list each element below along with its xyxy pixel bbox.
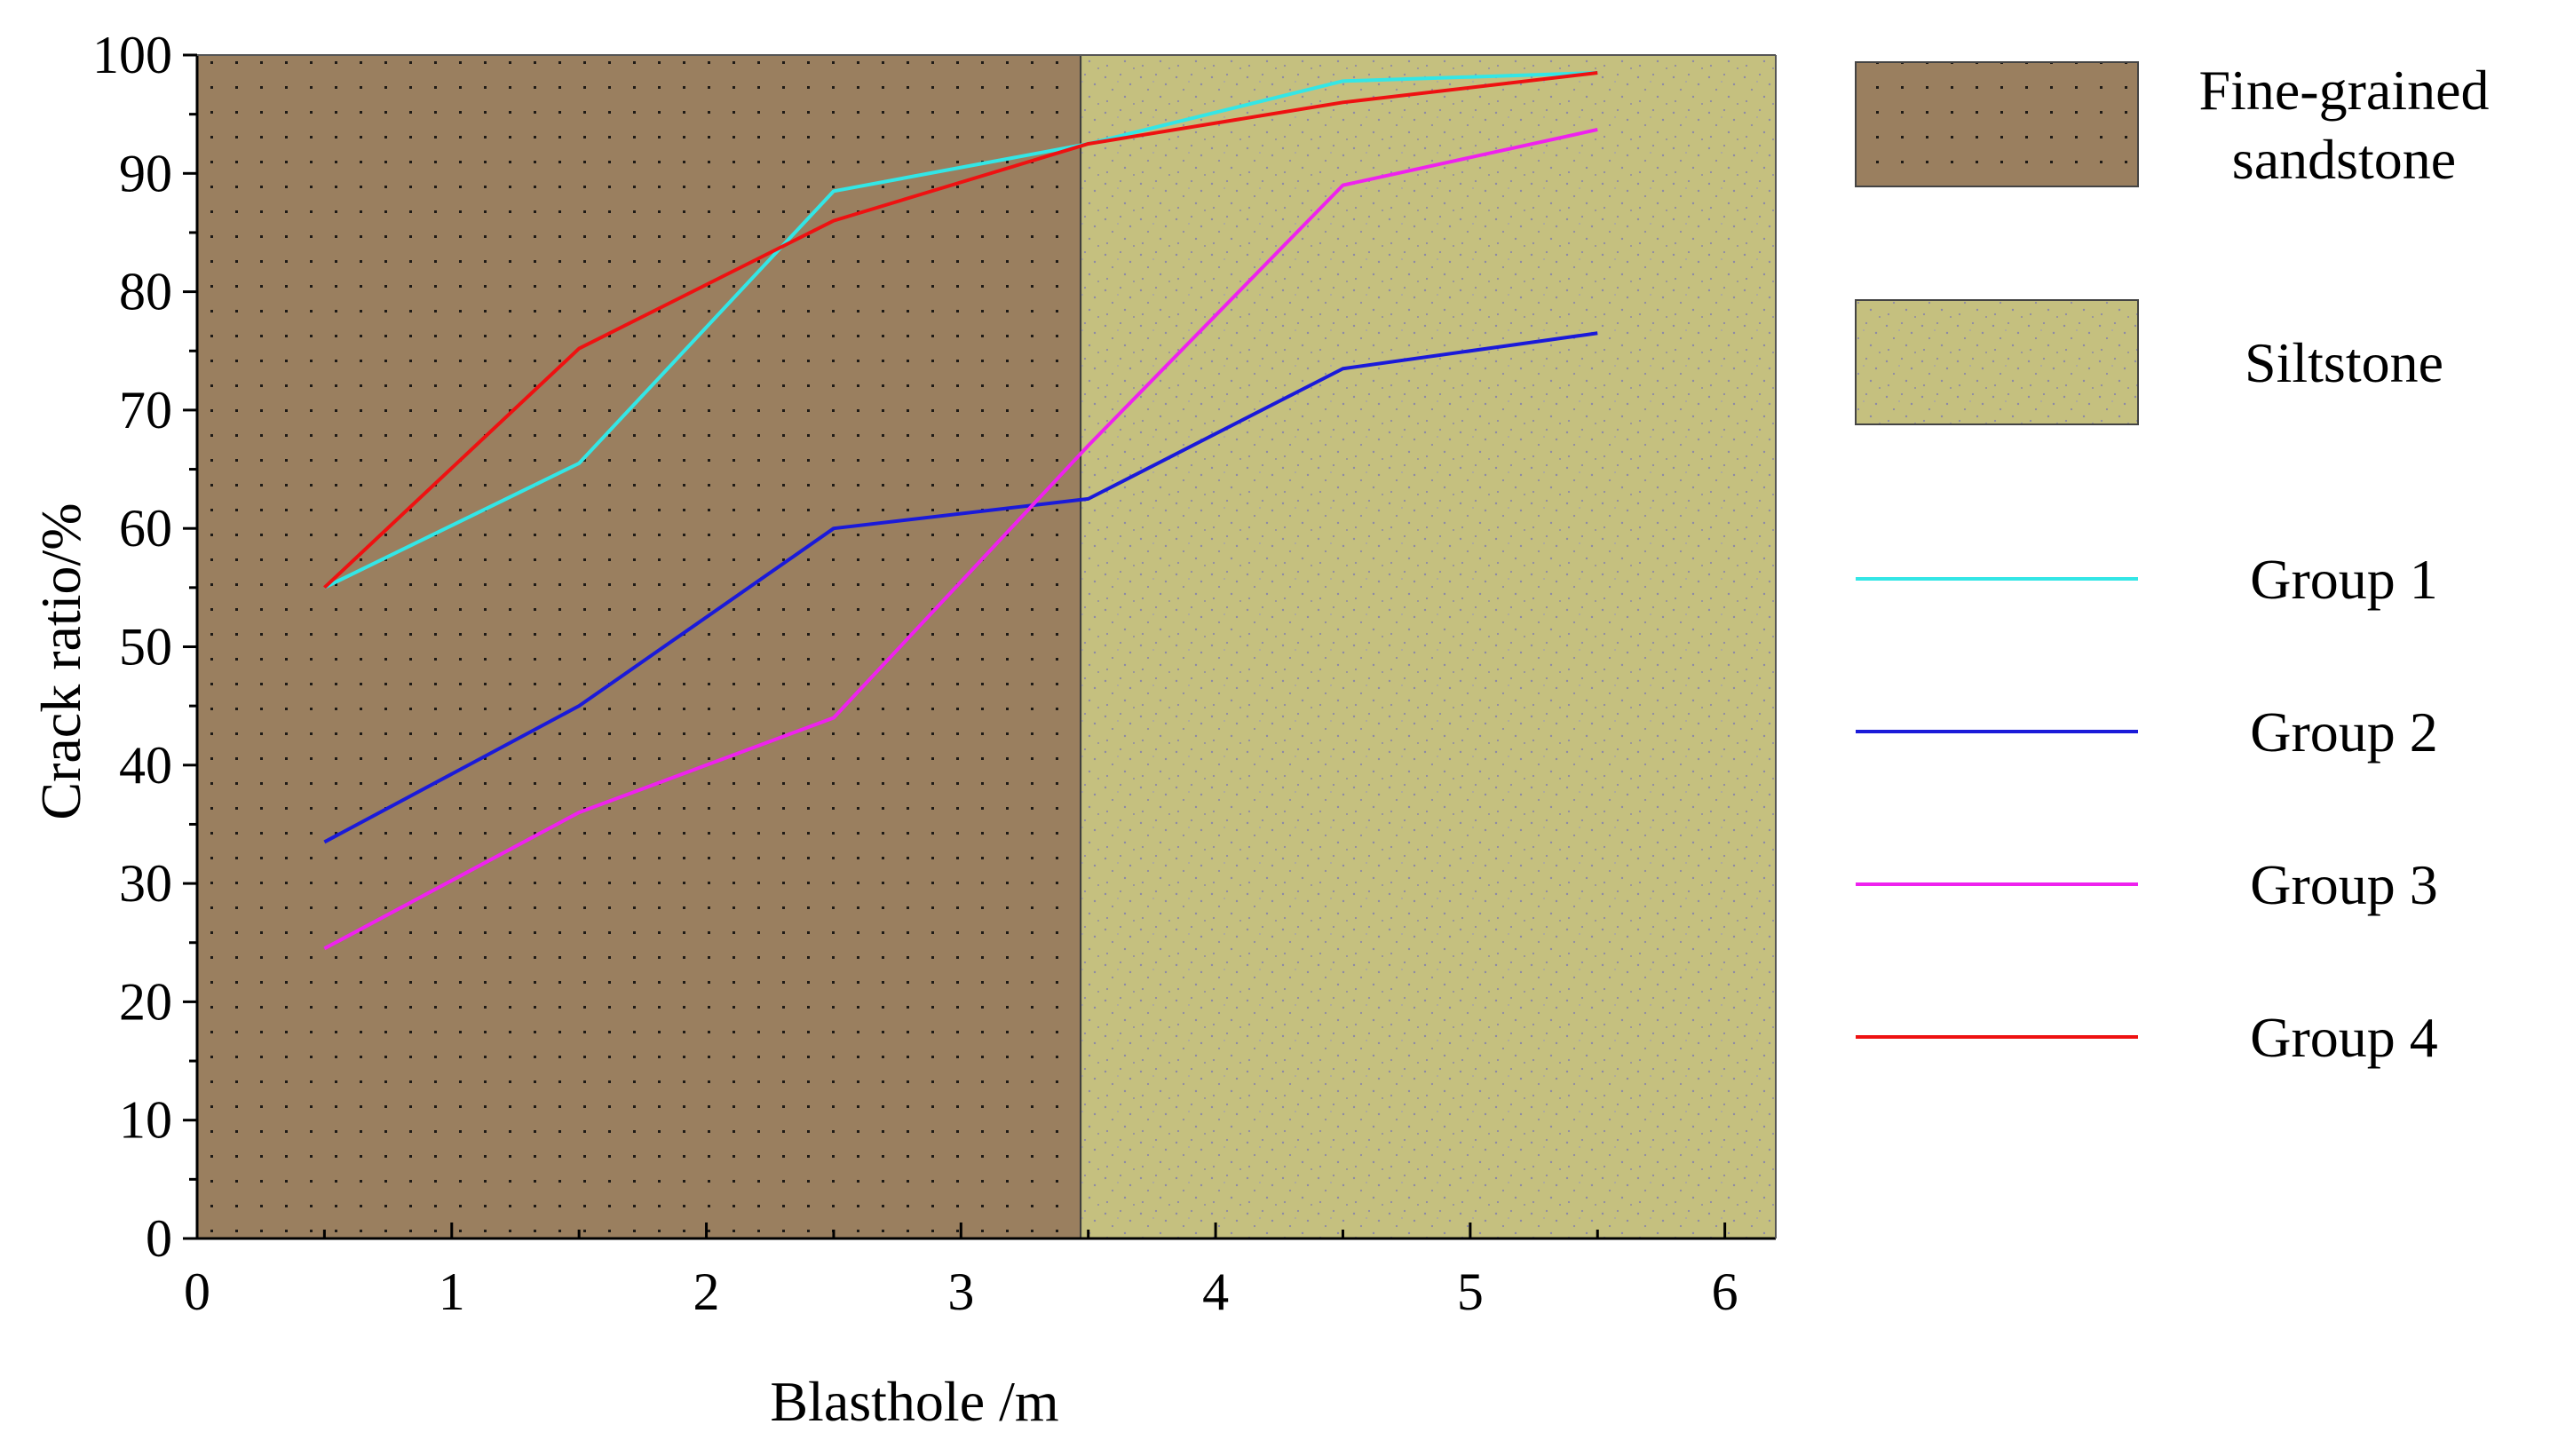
legend-label-siltstone: Siltstone: [2245, 331, 2443, 394]
plot-lines: [323, 70, 1598, 951]
legend-label-group-2: Group 2: [2250, 700, 2438, 764]
y-tick-label: 50: [119, 618, 172, 677]
x-tick-label: 1: [439, 1262, 465, 1321]
legend-swatch-siltstone: [1855, 299, 2139, 425]
y-tick-label: 40: [119, 736, 172, 795]
y-tick-label: 100: [92, 26, 172, 84]
y-tick-label: 20: [119, 972, 172, 1031]
axes: [183, 53, 1777, 1240]
x-axis-title: Blasthole /m: [770, 1370, 1058, 1433]
legend-label-group-1: Group 1: [2250, 548, 2438, 611]
y-tick-label: 90: [119, 144, 172, 202]
legend-label-group-3: Group 3: [2250, 853, 2438, 916]
x-tick-label: 3: [947, 1262, 974, 1321]
y-tick-labels: 0 10 20 30 40 50 60 70 80 90 100: [92, 26, 172, 1268]
legend-swatch-fine-grained-sandstone: [1855, 61, 2139, 187]
y-tick-label: 60: [119, 499, 172, 558]
region-fine-grained-sandstone: [197, 55, 1081, 1238]
series-line-group-1: [323, 70, 1598, 590]
x-tick-label: 5: [1457, 1262, 1484, 1321]
y-tick-label: 30: [119, 854, 172, 913]
region-siltstone: [1081, 55, 1776, 1238]
legend-label-group-4: Group 4: [2250, 1006, 2438, 1069]
x-tick-label: 4: [1202, 1262, 1229, 1321]
x-tick-label: 0: [184, 1262, 210, 1321]
y-tick-label: 70: [119, 381, 172, 439]
plot-regions: [197, 55, 1776, 1238]
series-line-group-2: [323, 331, 1598, 844]
y-tick-label: 80: [119, 263, 172, 321]
series-line-group-3: [323, 128, 1598, 951]
legend-label-fine-grained-sandstone: Fine-grained: [2199, 59, 2490, 122]
x-tick-label: 2: [693, 1262, 720, 1321]
legend-label-fine-grained-sandstone: sandstone: [2232, 128, 2456, 191]
y-axis-title: Crack ratio/%: [29, 502, 92, 819]
y-tick-label: 0: [146, 1209, 172, 1268]
x-tick-labels: 0 1 2 3 4 5 6: [184, 1262, 1738, 1321]
x-tick-label: 6: [1712, 1262, 1738, 1321]
series-line-group-4: [323, 71, 1598, 590]
y-tick-label: 10: [119, 1091, 172, 1150]
